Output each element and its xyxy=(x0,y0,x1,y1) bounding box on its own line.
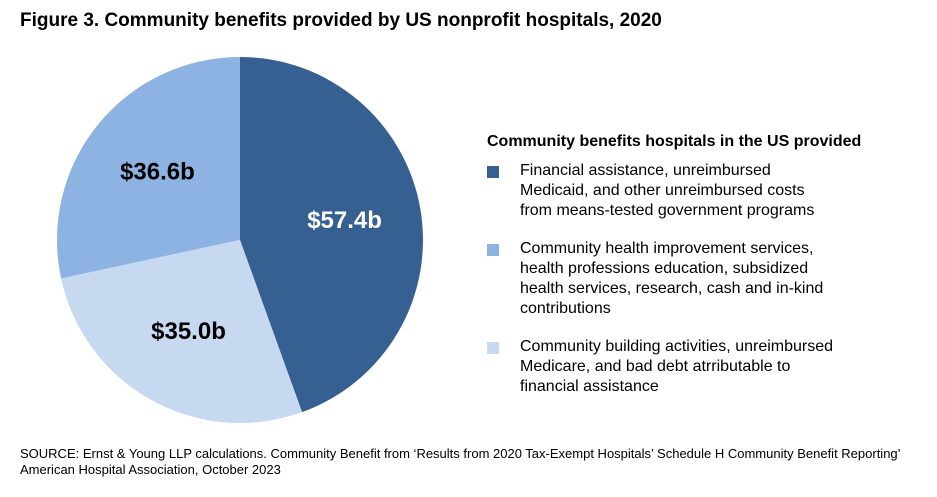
legend: Community benefits hospitals in the US p… xyxy=(487,133,927,415)
legend-item: Community health improvement services, h… xyxy=(487,239,927,319)
pie-slice xyxy=(61,240,303,424)
slice-label: $57.4b xyxy=(307,207,382,234)
source-note: SOURCE: Ernst & Young LLP calculations. … xyxy=(20,446,901,477)
legend-item: Financial assistance, unreimbursed Medic… xyxy=(487,161,927,221)
legend-label: Financial assistance, unreimbursed Medic… xyxy=(520,162,815,219)
chart-title: Figure 3. Community benefits provided by… xyxy=(20,10,662,31)
pie-chart: $57.4b $36.6b $35.0b xyxy=(57,57,423,424)
legend-swatch xyxy=(487,166,499,178)
pie-slice xyxy=(240,57,423,413)
slice-label: $36.6b xyxy=(120,159,195,186)
legend-label: Community health improvement services, h… xyxy=(520,240,824,317)
legend-label: Community building activities, unreimbur… xyxy=(520,338,834,395)
legend-item: Community building activities, unreimbur… xyxy=(487,337,927,397)
slice-label: $35.0b xyxy=(151,318,226,345)
legend-swatch xyxy=(487,244,499,256)
legend-title: Community benefits hospitals in the US p… xyxy=(487,133,862,150)
pie-slice xyxy=(57,57,240,279)
legend-swatch xyxy=(487,342,499,354)
